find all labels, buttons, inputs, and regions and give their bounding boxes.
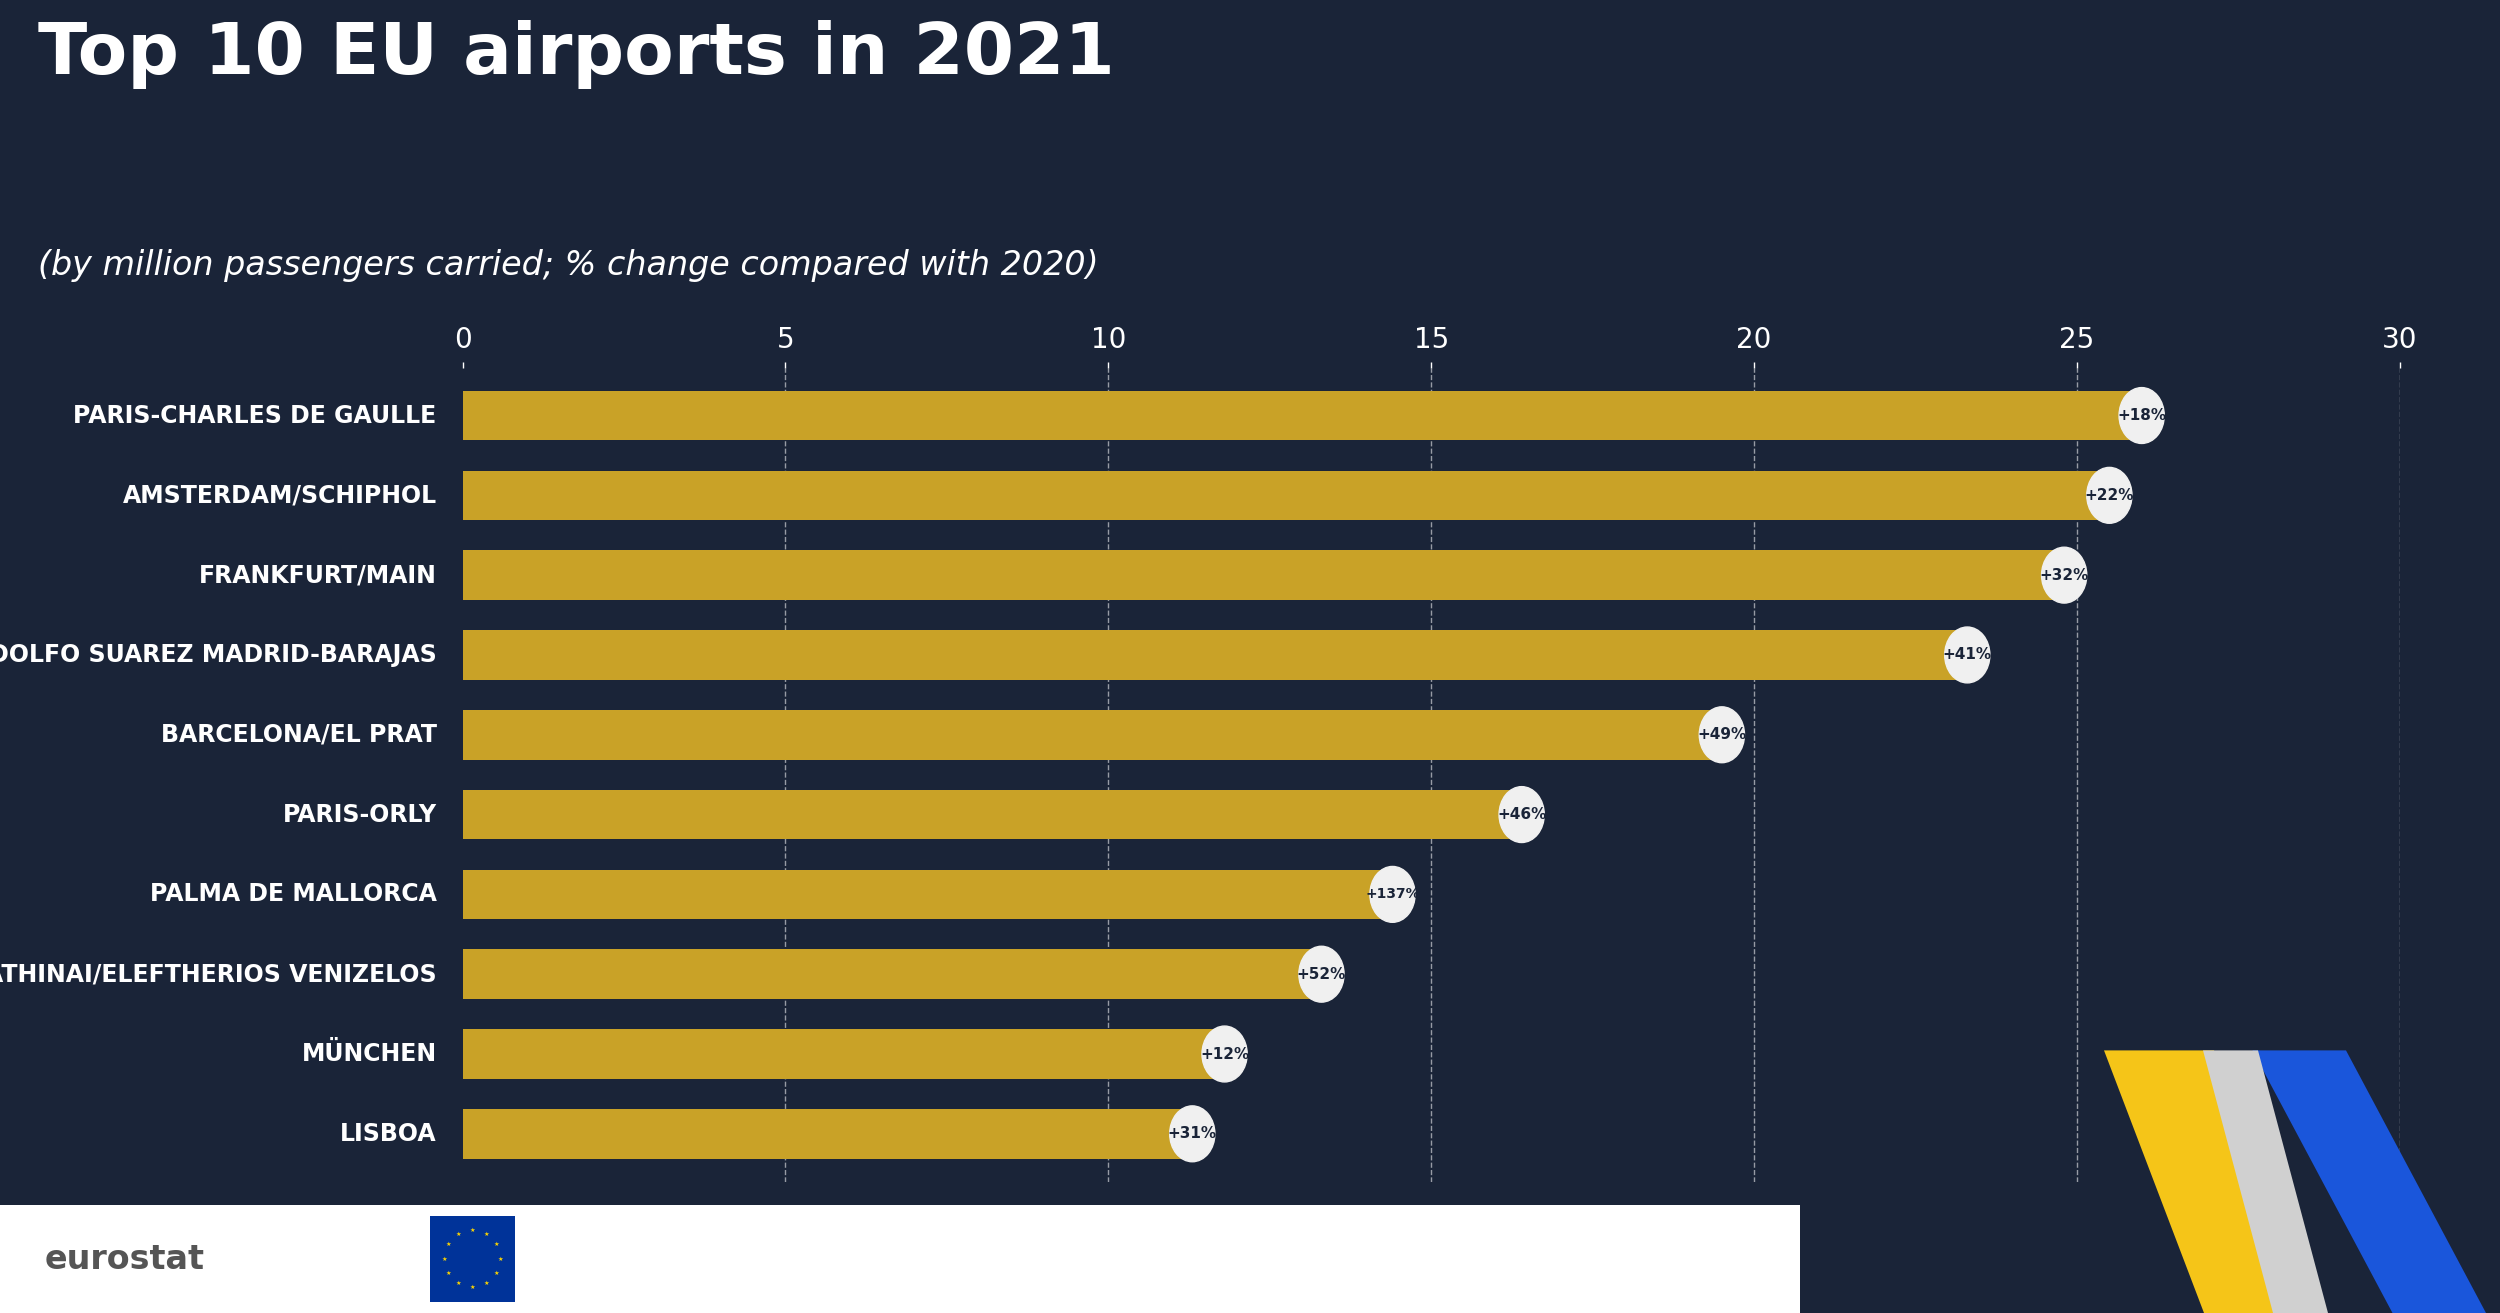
- Text: (by million passengers carried; % change compared with 2020): (by million passengers carried; % change…: [38, 249, 1098, 282]
- Text: +31%: +31%: [1168, 1127, 1218, 1141]
- Circle shape: [1500, 786, 1545, 843]
- Text: MÜNCHEN: MÜNCHEN: [302, 1043, 438, 1066]
- Text: ★: ★: [455, 1281, 462, 1287]
- Text: eurostat: eurostat: [45, 1242, 205, 1276]
- Text: +22%: +22%: [2085, 488, 2135, 503]
- Bar: [462, 949, 1322, 999]
- Text: PALMA DE MALLORCA: PALMA DE MALLORCA: [150, 882, 438, 906]
- Text: +32%: +32%: [2040, 567, 2090, 583]
- Text: ★: ★: [498, 1257, 502, 1262]
- Bar: [462, 790, 1522, 839]
- Text: LISBOA: LISBOA: [340, 1121, 437, 1146]
- Text: ★: ★: [495, 1242, 500, 1247]
- Bar: [462, 550, 2065, 600]
- Text: ★: ★: [470, 1228, 475, 1233]
- Text: AMSTERDAM/SCHIPHOL: AMSTERDAM/SCHIPHOL: [122, 483, 438, 507]
- Text: PARIS-ORLY: PARIS-ORLY: [282, 802, 438, 827]
- Circle shape: [2120, 387, 2165, 444]
- Text: ★: ★: [482, 1232, 490, 1237]
- Circle shape: [1370, 867, 1415, 922]
- Circle shape: [1700, 706, 1745, 763]
- Bar: [462, 391, 2142, 440]
- Text: BARCELONA/EL PRAT: BARCELONA/EL PRAT: [160, 722, 437, 747]
- Text: +49%: +49%: [1698, 727, 1748, 742]
- Bar: [462, 1109, 1192, 1158]
- Text: ATHINAI/ELEFTHERIOS VENIZELOS: ATHINAI/ELEFTHERIOS VENIZELOS: [0, 962, 438, 986]
- Text: +46%: +46%: [1498, 807, 1548, 822]
- Text: ★: ★: [445, 1242, 450, 1247]
- Circle shape: [1170, 1106, 1215, 1162]
- Bar: [462, 630, 1968, 680]
- Text: ★: ★: [495, 1271, 500, 1276]
- Text: ADOLFO SUAREZ MADRID-BARAJAS: ADOLFO SUAREZ MADRID-BARAJAS: [0, 643, 438, 667]
- Circle shape: [2088, 467, 2132, 524]
- Bar: [462, 710, 1722, 759]
- Text: +137%: +137%: [1365, 888, 1420, 902]
- Circle shape: [2042, 548, 2088, 603]
- Text: +12%: +12%: [1200, 1046, 1250, 1061]
- Polygon shape: [2252, 1050, 2500, 1313]
- Circle shape: [1202, 1025, 1248, 1082]
- Text: +52%: +52%: [1298, 966, 1345, 982]
- Bar: [462, 470, 2110, 520]
- Text: +18%: +18%: [2118, 408, 2165, 423]
- Text: FRANKFURT/MAIN: FRANKFURT/MAIN: [200, 563, 438, 587]
- Text: ★: ★: [470, 1285, 475, 1291]
- Bar: [462, 1029, 1225, 1079]
- Text: +41%: +41%: [1942, 647, 1992, 663]
- Polygon shape: [2202, 1050, 2335, 1313]
- Polygon shape: [2105, 1050, 2325, 1313]
- Text: ★: ★: [445, 1271, 450, 1276]
- Text: ★: ★: [442, 1257, 448, 1262]
- Text: ★: ★: [482, 1281, 490, 1287]
- Text: ★: ★: [455, 1232, 462, 1237]
- Circle shape: [1945, 628, 1990, 683]
- Text: Top 10 EU airports in 2021: Top 10 EU airports in 2021: [38, 20, 1115, 89]
- Bar: [462, 869, 1392, 919]
- Circle shape: [1300, 947, 1345, 1002]
- Text: PARIS-CHARLES DE GAULLE: PARIS-CHARLES DE GAULLE: [72, 403, 438, 428]
